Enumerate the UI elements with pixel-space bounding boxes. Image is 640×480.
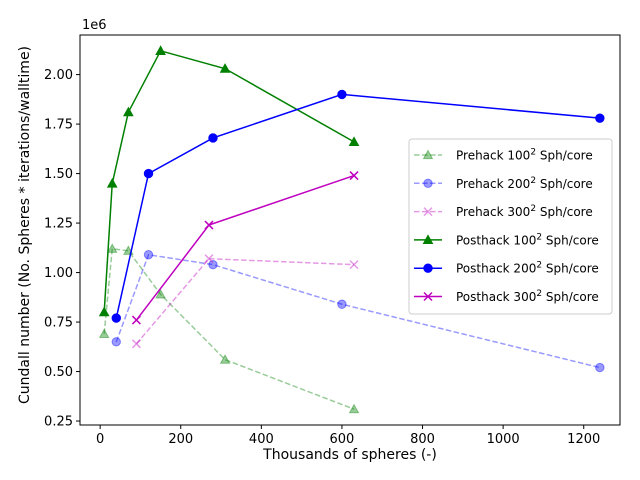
data-point [595, 113, 605, 123]
series-1 [111, 250, 605, 373]
legend-label: Posthack 2002 Sph/core [456, 261, 599, 276]
axes-frame [79, 34, 621, 426]
legend-marker [423, 263, 433, 273]
data-point [143, 168, 154, 179]
y-offset-text: 1e6 [82, 18, 107, 33]
series-4 [111, 89, 605, 323]
x-tick-label: 1000 [487, 432, 520, 447]
series-2 [131, 254, 359, 349]
y-tick-label: 0.75 [44, 316, 73, 331]
legend-label: Prehack 2002 Sph/core [456, 176, 593, 191]
legend-entry: Prehack 3002 Sph/core [414, 204, 593, 219]
legend-label: Posthack 3002 Sph/core [456, 289, 599, 304]
data-point [337, 299, 347, 309]
data-point [155, 288, 166, 299]
data-point [348, 403, 360, 414]
y-tick-label: 1.00 [44, 266, 73, 281]
data-point [143, 250, 154, 260]
y-axis-label: Cundall number (No. Spheres * iterations… [17, 46, 33, 404]
legend-marker [423, 207, 433, 217]
data-point [219, 63, 231, 73]
series-line [103, 247, 355, 410]
y-tick-label: 2.00 [44, 68, 73, 83]
y-tick-label: 0.50 [44, 365, 73, 380]
data-point [349, 171, 359, 181]
legend: Prehack 1002 Sph/core Prehack 2002 Sph/co… [408, 138, 613, 315]
data-point [204, 220, 214, 230]
y-tick-label: 1.50 [44, 167, 73, 182]
legend-entry: Posthack 3002 Sph/core [414, 289, 599, 304]
legend-entry: Prehack 2002 Sph/core [414, 176, 593, 191]
legend-entry: Posthack 2002 Sph/core [414, 261, 599, 276]
data-point [155, 45, 166, 55]
data-point [131, 339, 141, 349]
data-point [204, 254, 214, 264]
data-point [208, 259, 218, 270]
legend-marker [422, 234, 434, 244]
x-tick-label: 1200 [567, 432, 600, 447]
y-tick-label: 1.25 [44, 217, 73, 232]
x-tick-label: 0 [96, 432, 104, 447]
data-point [208, 133, 218, 143]
series-line [103, 49, 355, 313]
x-tick-label: 200 [168, 432, 193, 447]
series-3 [98, 45, 360, 317]
series-line [135, 257, 355, 345]
legend-entry: Posthack 1002 Sph/core [414, 232, 599, 247]
legend-marker [423, 291, 433, 302]
y-axis: 0.25 0.50 0.75 1.00 1.25 1.50 1.75 2.00 [44, 68, 80, 430]
data-point [106, 243, 118, 253]
x-axis-label: Thousands of spheres (-) [262, 447, 437, 463]
data-point [337, 89, 347, 100]
series-5 [131, 171, 359, 325]
data-point [349, 260, 359, 270]
data-point [595, 362, 605, 373]
data-point [98, 306, 110, 317]
data-point [348, 136, 360, 147]
legend-entry: Prehack 1002 Sph/core [414, 148, 593, 163]
legend-label: Posthack 1002 Sph/core [456, 232, 599, 247]
data-point [106, 177, 118, 188]
series-line [135, 174, 355, 321]
data-point [123, 106, 134, 117]
data-point [111, 313, 121, 323]
data-point [219, 354, 231, 364]
x-axis: 0 200 400 600 800 1000 1200 [96, 425, 600, 447]
y-tick-label: 0.25 [44, 415, 73, 430]
plot-area [98, 45, 605, 414]
data-point [131, 315, 141, 325]
legend-box [408, 138, 613, 315]
x-tick-label: 600 [330, 432, 355, 447]
legend-marker [422, 149, 434, 160]
series-0 [98, 243, 360, 414]
x-tick-label: 800 [410, 432, 435, 447]
x-tick-label: 400 [249, 432, 274, 447]
y-tick-label: 1.75 [44, 118, 73, 133]
legend-label: Prehack 1002 Sph/core [456, 148, 593, 163]
legend-label: Prehack 3002 Sph/core [456, 204, 593, 219]
legend-marker [423, 178, 433, 189]
data-point [111, 337, 121, 347]
data-point [98, 328, 110, 339]
